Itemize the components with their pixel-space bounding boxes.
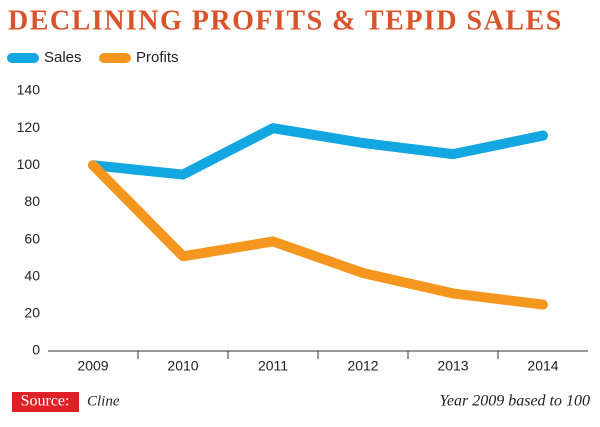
x-tick-label: 2013 (437, 358, 468, 374)
x-tick-label: 2009 (77, 358, 108, 374)
legend-label: Sales (44, 49, 82, 66)
series-line (88, 123, 548, 180)
y-tick-label: 60 (24, 230, 40, 246)
x-tick-label: 2012 (347, 358, 378, 374)
y-tick-label: 0 (32, 342, 40, 358)
legend-label: Profits (136, 49, 179, 66)
source-label: Source: (21, 393, 70, 410)
series-line (88, 160, 548, 310)
y-tick-label: 120 (17, 119, 41, 135)
source: Cline (87, 393, 120, 409)
y-tick-label: 40 (24, 267, 40, 283)
x-tick-label: 2011 (258, 358, 288, 374)
y-tick-label: 20 (24, 305, 40, 321)
x-tick-label: 2010 (167, 358, 198, 374)
source-badge (12, 392, 79, 412)
chart-title: DECLINING PROFITS & TEPID SALES (8, 5, 563, 36)
y-tick-label: 140 (17, 82, 41, 98)
y-tick-label: 100 (17, 156, 41, 172)
note: Year 2009 based to 100 (439, 393, 590, 410)
y-tick-label: 80 (24, 193, 40, 209)
x-tick-label: 2014 (527, 358, 558, 374)
